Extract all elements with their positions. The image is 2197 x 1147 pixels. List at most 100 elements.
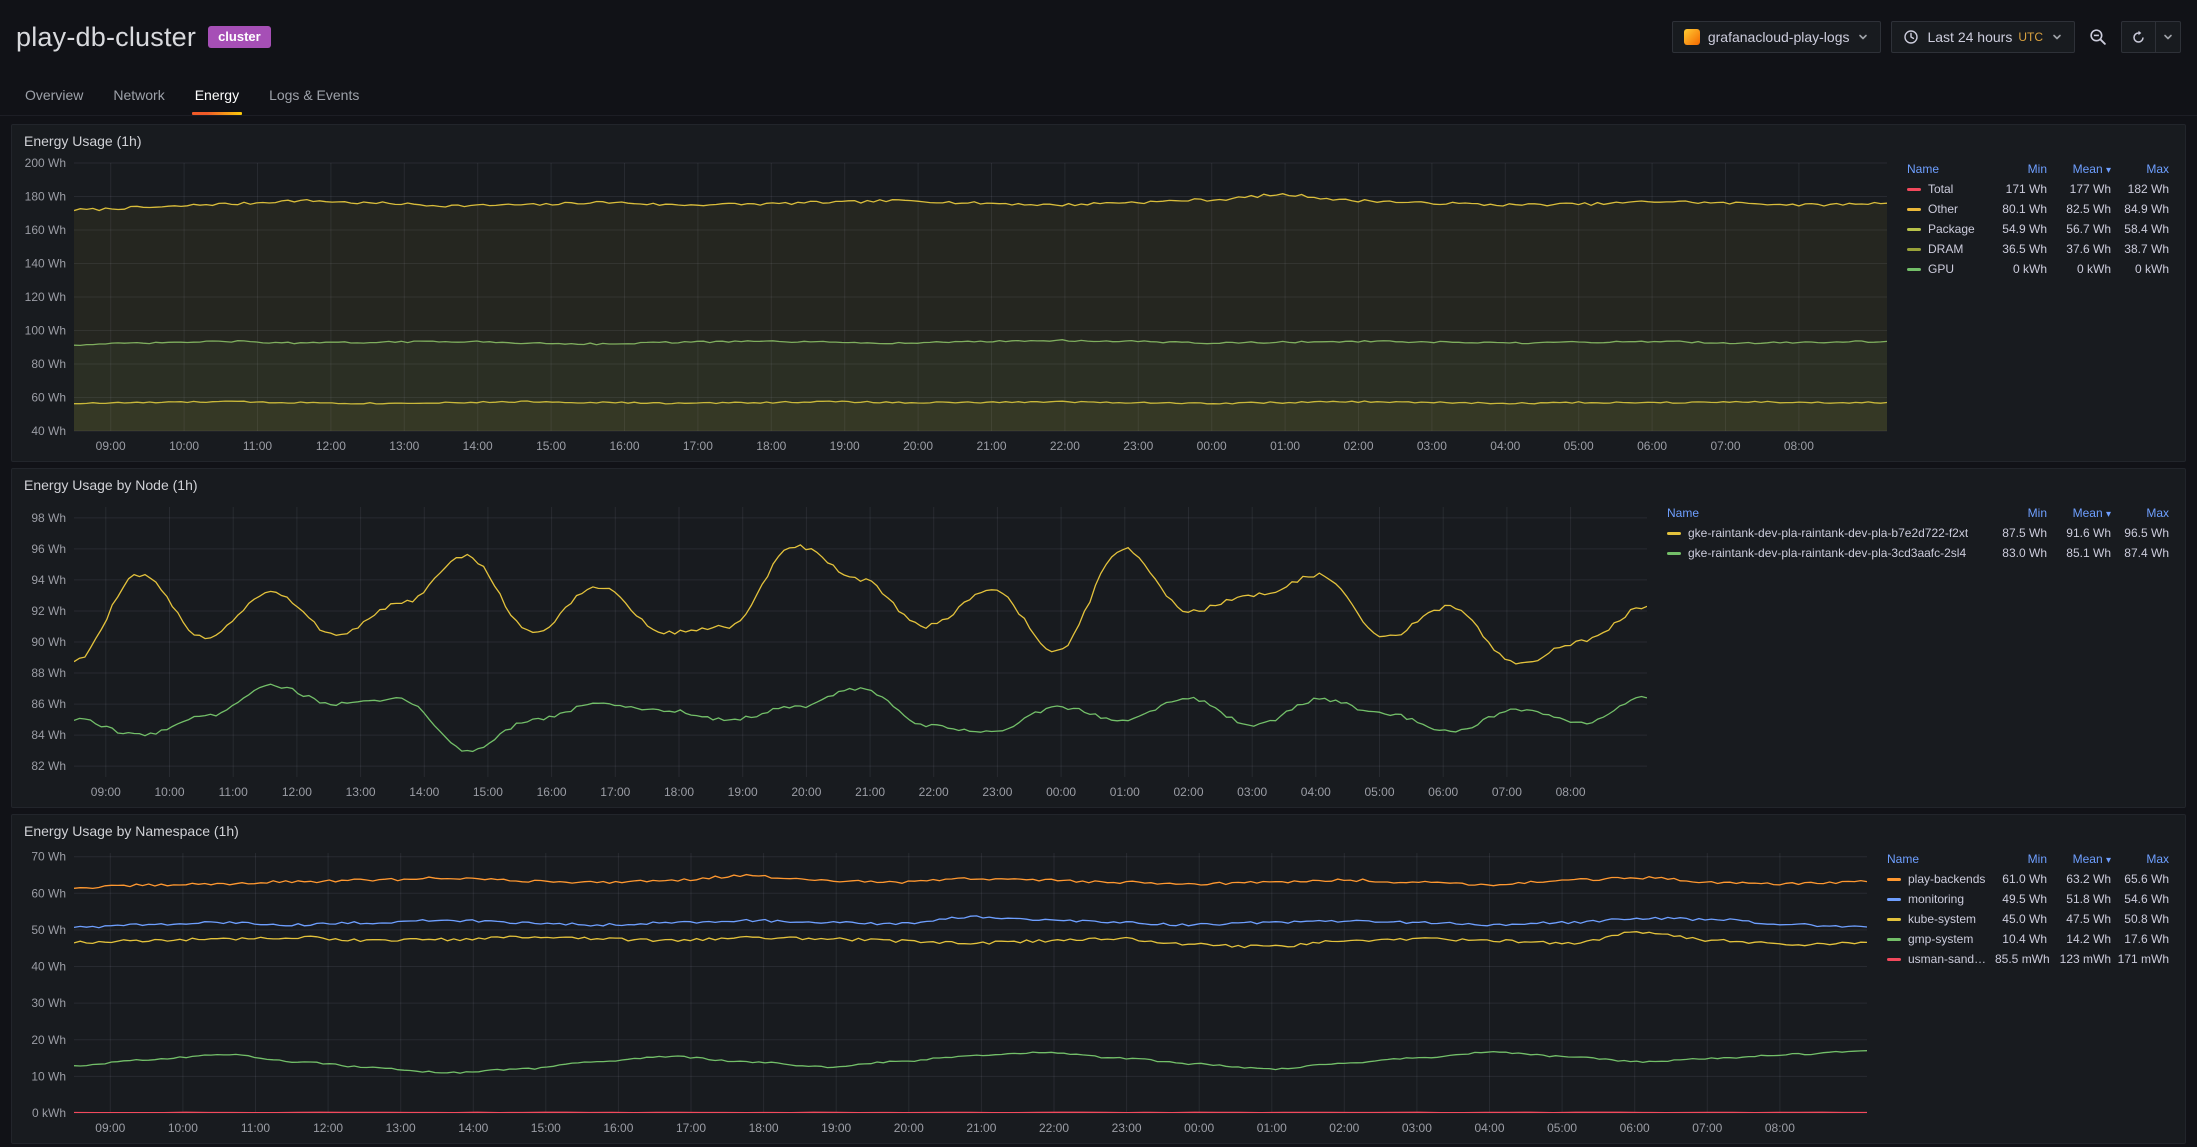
legend-series-label[interactable]: kube-system xyxy=(1887,912,1989,926)
legend-series-label[interactable]: Package xyxy=(1907,222,1989,236)
legend-mean-value: 91.6 Wh xyxy=(2066,526,2111,540)
legend-min-value: 80.1 Wh xyxy=(2002,202,2047,216)
legend-row: Total 171 Wh 177 Wh 182 Wh xyxy=(1907,179,2169,199)
x-tick-label: 23:00 xyxy=(1123,439,1153,453)
legend-row: gke-raintank-dev-pla-raintank-dev-pla-3c… xyxy=(1667,543,2169,563)
legend-series-label[interactable]: Other xyxy=(1907,202,1989,216)
x-tick-label: 00:00 xyxy=(1197,439,1227,453)
legend-col-max[interactable]: Max xyxy=(2146,852,2169,866)
legend-col-min[interactable]: Min xyxy=(2027,506,2047,520)
legend-max-value: 171 mWh xyxy=(2117,952,2169,966)
x-tick-label: 11:00 xyxy=(241,1121,270,1135)
legend-min-value: 87.5 Wh xyxy=(2002,526,2047,540)
x-tick-label: 03:00 xyxy=(1417,439,1447,453)
tab-overview[interactable]: Overview xyxy=(25,86,84,103)
x-tick-label: 01:00 xyxy=(1270,439,1300,453)
legend-min-value: 0 kWh xyxy=(2012,262,2047,276)
legend-series-label[interactable]: gke-raintank-dev-pla-raintank-dev-pla-3c… xyxy=(1667,546,1989,560)
refresh-interval-dropdown[interactable] xyxy=(2156,21,2181,53)
y-tick-label: 40 Wh xyxy=(31,960,66,974)
dashboard-title-group: play-db-cluster cluster xyxy=(16,22,271,53)
energy-usage-by-node-chart[interactable]: 82 Wh 84 Wh 86 Wh 88 Wh 90 Wh 92 Wh 94 Wh 96 Wh… xyxy=(18,497,1659,803)
chart-svg: 82 Wh 84 Wh 86 Wh 88 Wh 90 Wh 92 Wh 94 Wh 96 Wh… xyxy=(31,507,1647,799)
series-fill xyxy=(74,339,1887,431)
refresh-button-group xyxy=(2121,21,2181,53)
y-tick-label: 180 Wh xyxy=(25,190,66,204)
refresh-button[interactable] xyxy=(2121,21,2156,53)
legend-series-label[interactable]: monitoring xyxy=(1887,892,1989,906)
x-tick-label: 15:00 xyxy=(531,1121,561,1135)
datasource-picker[interactable]: grafanacloud-play-logs xyxy=(1671,21,1882,53)
legend-series-label[interactable]: gmp-system xyxy=(1887,932,1989,946)
series-line xyxy=(74,683,1647,753)
x-tick-label: 17:00 xyxy=(676,1121,706,1135)
tab-energy[interactable]: Energy xyxy=(180,74,254,115)
y-tick-label: 94 Wh xyxy=(31,573,66,587)
legend-col-mean[interactable]: Mean ▾ xyxy=(2072,852,2111,866)
legend-mean-value: 63.2 Wh xyxy=(2066,872,2111,886)
energy-usage-by-namespace-legend: Name Min Mean ▾ Max play-backends 61.0 Wh 6… xyxy=(1879,843,2179,1139)
dashboard-controls: grafanacloud-play-logs Last 24 hours UTC xyxy=(1671,21,2181,53)
series-color-swatch xyxy=(1907,247,1921,251)
legend-col-min[interactable]: Min xyxy=(2027,162,2047,176)
legend-col-name[interactable]: Name xyxy=(1887,852,1920,866)
zoom-out-button[interactable] xyxy=(2085,24,2111,50)
y-tick-label: 92 Wh xyxy=(31,604,66,618)
x-tick-label: 01:00 xyxy=(1257,1121,1287,1135)
panel-energy-usage-by-namespace: Energy Usage by Namespace (1h) 0 kWh 10 W… xyxy=(11,814,2186,1144)
legend-col-mean[interactable]: Mean ▾ xyxy=(2072,162,2111,176)
x-tick-label: 09:00 xyxy=(96,439,126,453)
legend-series-label[interactable]: usman-sandbox xyxy=(1887,952,1989,966)
dashboard-panels: Energy Usage (1h) 40 Wh 60 Wh 80 Wh 100 Wh 1… xyxy=(0,116,2197,1144)
panel-title[interactable]: Energy Usage by Namespace (1h) xyxy=(24,823,239,839)
energy-usage-by-namespace-chart[interactable]: 0 kWh 10 Wh 20 Wh 30 Wh 40 Wh 50 Wh 60 Wh 70 Wh… xyxy=(18,843,1879,1139)
x-tick-label: 11:00 xyxy=(243,439,272,453)
x-tick-label: 21:00 xyxy=(976,439,1006,453)
y-tick-label: 10 Wh xyxy=(31,1069,66,1083)
legend-series-label[interactable]: Total xyxy=(1907,182,1989,196)
x-tick-label: 01:00 xyxy=(1110,785,1140,799)
x-tick-label: 22:00 xyxy=(1050,439,1080,453)
series-fill xyxy=(74,193,1887,431)
x-tick-label: 19:00 xyxy=(728,785,758,799)
legend-series-label[interactable]: gke-raintank-dev-pla-raintank-dev-pla-b7… xyxy=(1667,526,1989,540)
energy-usage-chart[interactable]: 40 Wh 60 Wh 80 Wh 100 Wh 120 Wh 140 Wh 160 Wh 1… xyxy=(18,153,1899,457)
legend-col-max[interactable]: Max xyxy=(2146,162,2169,176)
legend-header: Name Min Mean ▾ Max xyxy=(1667,503,2169,523)
legend-header: Name Min Mean ▾ Max xyxy=(1887,849,2169,869)
panel-title[interactable]: Energy Usage (1h) xyxy=(24,133,142,149)
x-tick-label: 17:00 xyxy=(683,439,713,453)
legend-col-min[interactable]: Min xyxy=(2027,852,2047,866)
legend-max-value: 84.9 Wh xyxy=(2124,202,2169,216)
legend-col-max[interactable]: Max xyxy=(2146,506,2169,520)
time-range-picker[interactable]: Last 24 hours UTC xyxy=(1891,21,2075,53)
panel-energy-usage: Energy Usage (1h) 40 Wh 60 Wh 80 Wh 100 Wh 1… xyxy=(11,124,2186,462)
legend-series-label[interactable]: GPU xyxy=(1907,262,1989,276)
x-tick-label: 03:00 xyxy=(1402,1121,1432,1135)
legend-min-value: 61.0 Wh xyxy=(2002,872,2047,886)
legend-max-value: 38.7 Wh xyxy=(2124,242,2169,256)
legend-series-label[interactable]: DRAM xyxy=(1907,242,1989,256)
chevron-down-icon xyxy=(1859,34,1868,40)
legend-row: play-backends 61.0 Wh 63.2 Wh 65.6 Wh xyxy=(1887,869,2169,889)
legend-col-name[interactable]: Name xyxy=(1907,162,1940,176)
legend-max-value: 58.4 Wh xyxy=(2124,222,2169,236)
chevron-down-icon xyxy=(2053,34,2061,40)
series-color-swatch xyxy=(1887,897,1901,901)
chevron-down-icon xyxy=(2164,34,2172,40)
chart-svg: 40 Wh 60 Wh 80 Wh 100 Wh 120 Wh 140 Wh 160 Wh 1… xyxy=(25,156,1887,453)
x-tick-label: 05:00 xyxy=(1364,785,1394,799)
panel-title[interactable]: Energy Usage by Node (1h) xyxy=(24,477,198,493)
x-tick-label: 13:00 xyxy=(386,1121,416,1135)
y-tick-label: 40 Wh xyxy=(31,424,66,438)
x-tick-label: 11:00 xyxy=(219,785,248,799)
sort-caret-icon: ▾ xyxy=(2105,165,2111,176)
y-tick-label: 88 Wh xyxy=(31,666,66,680)
tab-logs-events[interactable]: Logs & Events xyxy=(269,86,360,103)
legend-series-label[interactable]: play-backends xyxy=(1887,872,1989,886)
series-line xyxy=(74,931,1867,949)
tab-network[interactable]: Network xyxy=(113,86,165,103)
legend-col-mean[interactable]: Mean ▾ xyxy=(2072,506,2111,520)
x-tick-label: 13:00 xyxy=(346,785,376,799)
legend-col-name[interactable]: Name xyxy=(1667,506,1700,520)
